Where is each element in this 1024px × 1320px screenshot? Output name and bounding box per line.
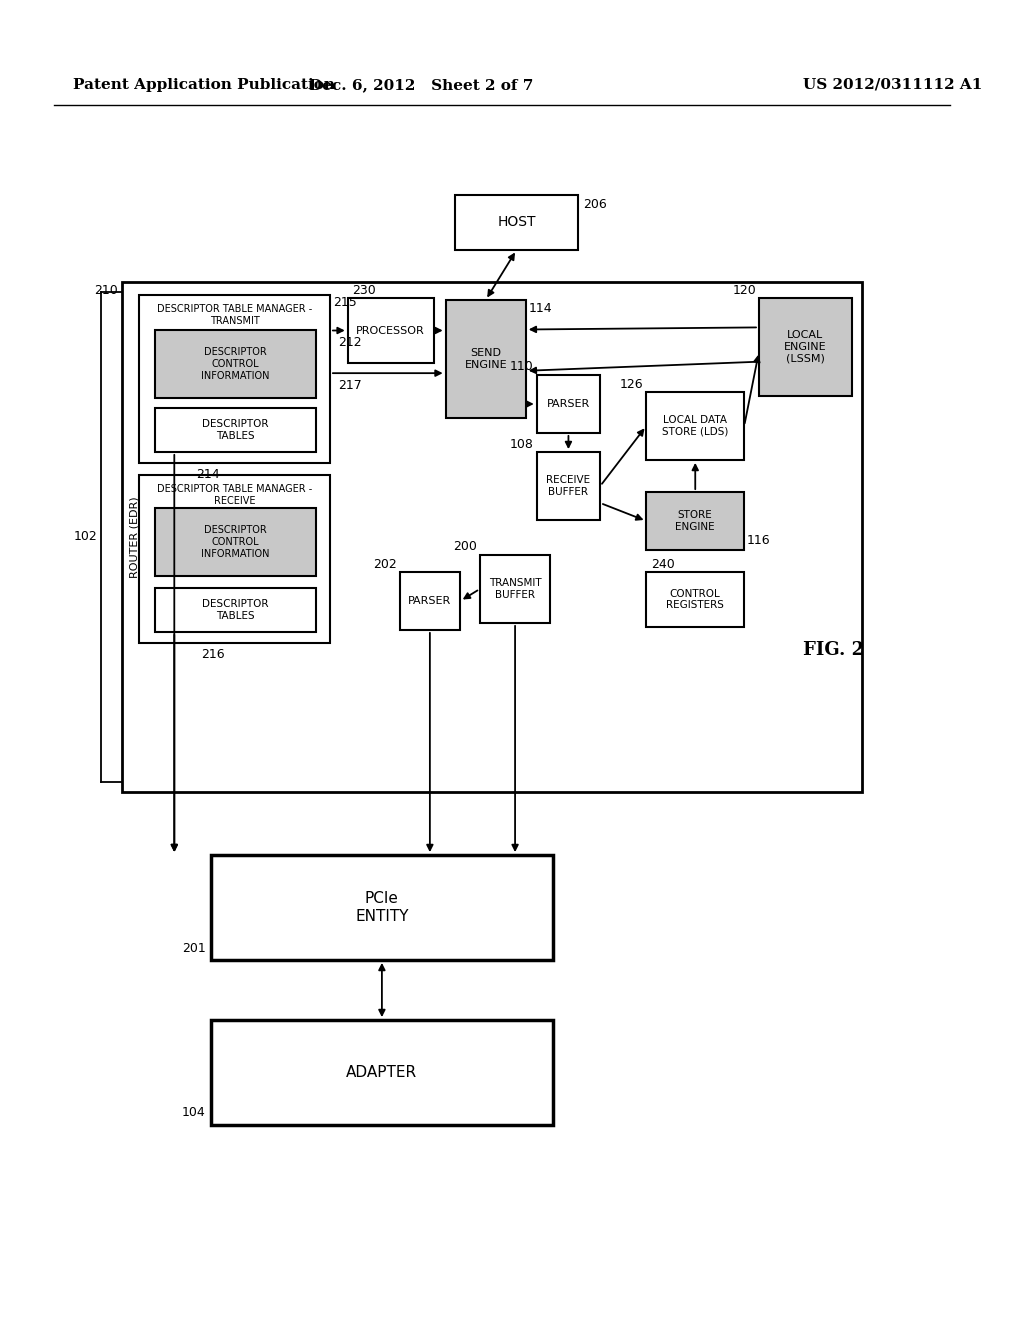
Text: 104: 104 [182, 1106, 206, 1119]
Text: ADAPTER: ADAPTER [346, 1065, 418, 1080]
Text: 114: 114 [528, 301, 552, 314]
Text: 230: 230 [352, 284, 376, 297]
Text: DESCRIPTOR
CONTROL
INFORMATION: DESCRIPTOR CONTROL INFORMATION [202, 347, 269, 380]
FancyBboxPatch shape [155, 587, 316, 632]
FancyBboxPatch shape [537, 451, 600, 520]
Text: DESCRIPTOR TABLE MANAGER -: DESCRIPTOR TABLE MANAGER - [157, 484, 312, 494]
FancyBboxPatch shape [123, 282, 862, 792]
Text: LOCAL
ENGINE
(LSSM): LOCAL ENGINE (LSSM) [784, 330, 826, 363]
Text: 201: 201 [182, 941, 206, 954]
Text: 108: 108 [510, 437, 534, 450]
Text: PROCESSOR: PROCESSOR [356, 326, 425, 335]
FancyBboxPatch shape [139, 294, 330, 463]
FancyBboxPatch shape [155, 508, 316, 576]
FancyBboxPatch shape [480, 554, 550, 623]
Text: 120: 120 [732, 284, 756, 297]
Text: DESCRIPTOR
TABLES: DESCRIPTOR TABLES [203, 599, 268, 620]
FancyBboxPatch shape [155, 408, 316, 451]
Text: 212: 212 [338, 337, 361, 348]
Text: 200: 200 [453, 540, 477, 553]
Text: US 2012/0311112 A1: US 2012/0311112 A1 [803, 78, 982, 92]
Text: DESCRIPTOR
CONTROL
INFORMATION: DESCRIPTOR CONTROL INFORMATION [202, 525, 269, 558]
FancyBboxPatch shape [139, 475, 330, 643]
Text: FIG. 2: FIG. 2 [803, 642, 864, 659]
Text: DESCRIPTOR TABLE MANAGER -: DESCRIPTOR TABLE MANAGER - [157, 304, 312, 314]
Text: 210: 210 [94, 284, 118, 297]
FancyBboxPatch shape [456, 195, 578, 249]
Text: Dec. 6, 2012   Sheet 2 of 7: Dec. 6, 2012 Sheet 2 of 7 [309, 78, 534, 92]
Text: Patent Application Publication: Patent Application Publication [74, 78, 336, 92]
FancyBboxPatch shape [155, 330, 316, 399]
FancyBboxPatch shape [646, 392, 744, 459]
FancyBboxPatch shape [347, 298, 434, 363]
Text: SEND
ENGINE: SEND ENGINE [464, 348, 507, 370]
Text: DESCRIPTOR
TABLES: DESCRIPTOR TABLES [203, 420, 268, 441]
FancyBboxPatch shape [399, 572, 460, 630]
FancyBboxPatch shape [646, 572, 744, 627]
Text: 116: 116 [748, 533, 771, 546]
Text: 202: 202 [373, 557, 396, 570]
FancyBboxPatch shape [211, 855, 553, 960]
Text: 216: 216 [202, 648, 225, 661]
Text: LOCAL DATA
STORE (LDS): LOCAL DATA STORE (LDS) [663, 416, 728, 437]
Text: 214: 214 [197, 469, 220, 482]
FancyBboxPatch shape [211, 1020, 553, 1125]
Text: RECEIVE: RECEIVE [214, 496, 255, 506]
Text: 240: 240 [651, 557, 675, 570]
Text: 215: 215 [333, 297, 356, 309]
Text: 110: 110 [510, 360, 534, 374]
Text: 217: 217 [338, 379, 361, 392]
Text: PARSER: PARSER [547, 399, 590, 409]
FancyBboxPatch shape [759, 298, 852, 396]
Text: HOST: HOST [498, 215, 536, 230]
FancyBboxPatch shape [646, 492, 744, 550]
Text: RECEIVE
BUFFER: RECEIVE BUFFER [547, 475, 591, 496]
Text: 126: 126 [620, 378, 643, 391]
FancyBboxPatch shape [445, 300, 526, 418]
Text: ROUTER (EDR): ROUTER (EDR) [129, 496, 139, 578]
Text: TRANSMIT
BUFFER: TRANSMIT BUFFER [488, 578, 542, 599]
Text: CONTROL
REGISTERS: CONTROL REGISTERS [667, 589, 724, 610]
Text: 102: 102 [73, 531, 97, 544]
Text: PCIe
ENTITY: PCIe ENTITY [355, 891, 409, 924]
FancyBboxPatch shape [537, 375, 600, 433]
Text: 206: 206 [583, 198, 606, 211]
Text: STORE
ENGINE: STORE ENGINE [676, 511, 715, 532]
Text: PARSER: PARSER [409, 597, 452, 606]
Text: TRANSMIT: TRANSMIT [210, 315, 259, 326]
